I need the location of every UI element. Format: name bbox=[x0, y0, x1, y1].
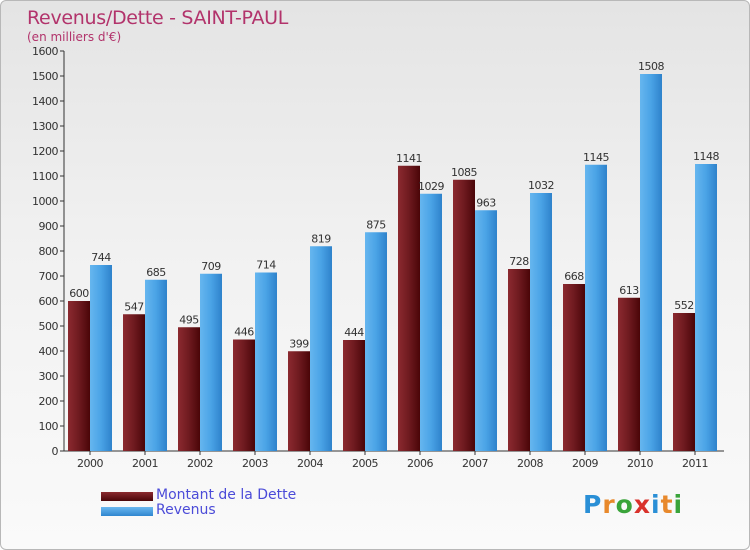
bar-dette bbox=[453, 179, 475, 451]
bar-revenus bbox=[365, 232, 387, 451]
data-label-revenus: 819 bbox=[311, 232, 331, 245]
data-label-revenus: 1148 bbox=[693, 150, 719, 163]
x-tick-label: 2007 bbox=[462, 457, 488, 470]
y-tick-label: 400 bbox=[39, 345, 59, 358]
y-tick-label: 900 bbox=[39, 220, 59, 233]
bar-dette bbox=[343, 340, 365, 451]
bar-revenus bbox=[145, 279, 167, 451]
legend-swatch-revenus bbox=[101, 507, 153, 516]
y-tick-label: 1100 bbox=[32, 170, 58, 183]
bar-revenus bbox=[310, 246, 332, 451]
bar-revenus bbox=[475, 210, 497, 451]
x-tick-label: 2011 bbox=[682, 457, 708, 470]
x-tick-label: 2001 bbox=[132, 457, 158, 470]
bar-revenus bbox=[200, 273, 222, 451]
x-tick-label: 2009 bbox=[572, 457, 598, 470]
y-tick-label: 1400 bbox=[32, 95, 58, 108]
bar-revenus bbox=[585, 164, 607, 451]
data-label-dette: 547 bbox=[124, 300, 144, 313]
data-label-revenus: 1508 bbox=[638, 60, 664, 73]
bar-dette bbox=[288, 351, 310, 451]
x-tick-label: 2005 bbox=[352, 457, 378, 470]
data-label-dette: 600 bbox=[69, 287, 89, 300]
legend-swatch-dette bbox=[101, 492, 153, 501]
bar-dette bbox=[618, 297, 640, 451]
data-label-dette: 399 bbox=[289, 337, 309, 350]
bar-dette bbox=[123, 314, 145, 451]
chart-subtitle: (en milliers d'€) bbox=[27, 30, 122, 44]
bar-revenus bbox=[530, 193, 552, 451]
logo-letter: o bbox=[615, 490, 634, 519]
data-label-dette: 444 bbox=[344, 326, 364, 339]
data-label-revenus: 1032 bbox=[528, 179, 554, 192]
data-label-dette: 1141 bbox=[396, 152, 422, 165]
logo-letter: t bbox=[660, 490, 674, 519]
bar-revenus bbox=[640, 74, 662, 451]
bar-dette bbox=[178, 327, 200, 451]
x-tick-label: 2010 bbox=[627, 457, 653, 470]
legend-label-revenus: Revenus bbox=[156, 502, 216, 518]
data-label-revenus: 963 bbox=[476, 196, 496, 209]
y-tick-label: 800 bbox=[39, 245, 59, 258]
logo-letter: i bbox=[651, 490, 661, 519]
x-tick-label: 2004 bbox=[297, 457, 323, 470]
logo-letter: r bbox=[602, 490, 616, 519]
data-label-dette: 446 bbox=[234, 326, 254, 339]
data-label-revenus: 1145 bbox=[583, 151, 609, 164]
data-label-dette: 668 bbox=[564, 270, 584, 283]
y-tick-label: 600 bbox=[39, 295, 59, 308]
x-tick-label: 2000 bbox=[77, 457, 103, 470]
bar-revenus bbox=[90, 265, 112, 451]
data-label-revenus: 1029 bbox=[418, 180, 444, 193]
bar-dette bbox=[508, 269, 530, 451]
y-tick-label: 100 bbox=[39, 420, 59, 433]
data-label-dette: 613 bbox=[619, 284, 639, 297]
y-tick-label: 1600 bbox=[32, 45, 58, 58]
legend-label-dette: Montant de la Dette bbox=[156, 487, 297, 503]
data-label-revenus: 744 bbox=[91, 251, 111, 264]
logo-letter: P bbox=[583, 490, 603, 519]
data-label-dette: 1085 bbox=[451, 166, 477, 179]
x-tick-label: 2006 bbox=[407, 457, 433, 470]
data-label-revenus: 875 bbox=[366, 218, 386, 231]
chart-title: Revenus/Dette - SAINT-PAUL bbox=[27, 7, 289, 29]
proxiti-logo: Proxiti bbox=[583, 490, 683, 519]
bar-revenus bbox=[420, 193, 442, 451]
y-tick-label: 700 bbox=[39, 270, 59, 283]
bar-dette bbox=[673, 313, 695, 451]
y-tick-label: 300 bbox=[39, 370, 59, 383]
bar-dette bbox=[68, 301, 90, 451]
x-tick-label: 2008 bbox=[517, 457, 543, 470]
y-tick-label: 1300 bbox=[32, 120, 58, 133]
bar-dette bbox=[233, 339, 255, 451]
bar-revenus bbox=[695, 164, 717, 451]
x-tick-label: 2003 bbox=[242, 457, 268, 470]
y-tick-label: 500 bbox=[39, 320, 59, 333]
data-label-revenus: 714 bbox=[256, 259, 276, 272]
y-tick-label: 1500 bbox=[32, 70, 58, 83]
logo-letter: i bbox=[673, 490, 684, 519]
data-label-dette: 552 bbox=[674, 299, 694, 312]
bar-dette bbox=[398, 165, 420, 451]
data-label-dette: 728 bbox=[509, 255, 529, 268]
x-tick-label: 2002 bbox=[187, 457, 213, 470]
y-tick-label: 1000 bbox=[32, 195, 58, 208]
data-label-revenus: 709 bbox=[201, 260, 221, 273]
data-label-dette: 495 bbox=[179, 313, 199, 326]
bar-dette bbox=[563, 284, 585, 451]
bar-revenus bbox=[255, 272, 277, 451]
data-label-revenus: 685 bbox=[146, 266, 166, 279]
logo-letter: x bbox=[633, 490, 651, 519]
y-tick-label: 1200 bbox=[32, 145, 58, 158]
y-tick-label: 0 bbox=[52, 445, 59, 458]
y-tick-label: 200 bbox=[39, 395, 59, 408]
